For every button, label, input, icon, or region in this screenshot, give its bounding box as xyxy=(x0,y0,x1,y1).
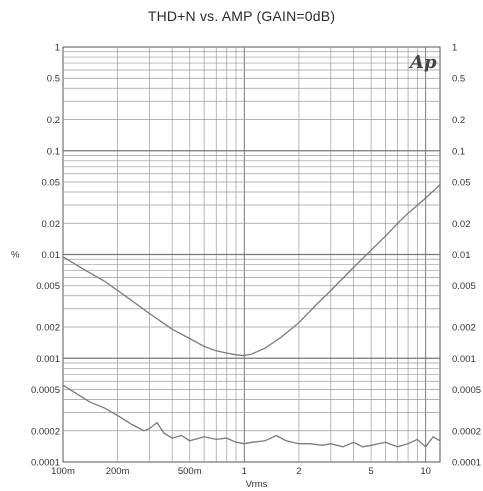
tick-layer: 100m 200m 500m 1 2 5 10 1 1 0.5 0.5 0.2 0.2 0.1 0.1 0.0… xyxy=(11,43,481,491)
y-tick-label-left: 0.05 xyxy=(42,177,61,188)
chart-title: THD+N vs. AMP (GAIN=0dB) xyxy=(147,8,336,24)
y-tick-label-left: 0.002 xyxy=(36,323,60,334)
y-tick-label-left: 0.1 xyxy=(47,146,60,157)
y-tick-label-right: 0.005 xyxy=(452,281,476,292)
y-tick-label-right: 0.002 xyxy=(452,323,476,334)
y-tick-label-left: 0.2 xyxy=(47,115,60,126)
x-axis-label: Vrms xyxy=(246,479,268,490)
y-tick-label-right: 0.2 xyxy=(452,115,465,126)
x-tick-label: 500m xyxy=(178,466,202,477)
y-tick-label-left: 0.0001 xyxy=(31,458,60,469)
y-tick-label-right: 0.0001 xyxy=(452,458,481,469)
y-tick-label-left: 0.02 xyxy=(42,219,61,230)
y-tick-label-right: 0.001 xyxy=(452,354,476,365)
x-tick-label: 200m xyxy=(106,466,130,477)
y-tick-label-right: 0.01 xyxy=(452,250,471,261)
y-tick-label-right: 0.0005 xyxy=(452,385,481,396)
y-tick-label-left: 0.005 xyxy=(36,281,60,292)
y-tick-label-left: 0.0002 xyxy=(31,426,60,437)
y-tick-label-right: 0.05 xyxy=(452,177,471,188)
y-tick-label-right: 0.1 xyxy=(452,146,465,157)
y-tick-label-right: 0.02 xyxy=(452,219,471,230)
series-layer xyxy=(62,184,441,448)
ap-logo: Ap xyxy=(408,52,437,73)
x-tick-label: 5 xyxy=(368,466,373,477)
x-tick-label: 1 xyxy=(242,466,247,477)
series-line-2 xyxy=(62,384,441,448)
y-tick-label-left: 0.001 xyxy=(36,354,60,365)
x-tick-label: 2 xyxy=(296,466,301,477)
y-tick-label-right: 1 xyxy=(452,43,457,54)
series-line-1 xyxy=(62,184,441,357)
y-tick-label-left: 0.01 xyxy=(42,250,61,261)
y-axis-label: % xyxy=(11,250,20,261)
y-tick-label-left: 1 xyxy=(55,43,60,54)
y-tick-label-right: 0.5 xyxy=(452,74,465,85)
x-tick-label: 100m xyxy=(51,466,75,477)
grid xyxy=(62,46,441,463)
y-tick-label-right: 0.0002 xyxy=(452,426,481,437)
y-tick-label-left: 0.5 xyxy=(47,74,60,85)
x-tick-label: 10 xyxy=(420,466,431,477)
y-tick-label-left: 0.0005 xyxy=(31,385,60,396)
